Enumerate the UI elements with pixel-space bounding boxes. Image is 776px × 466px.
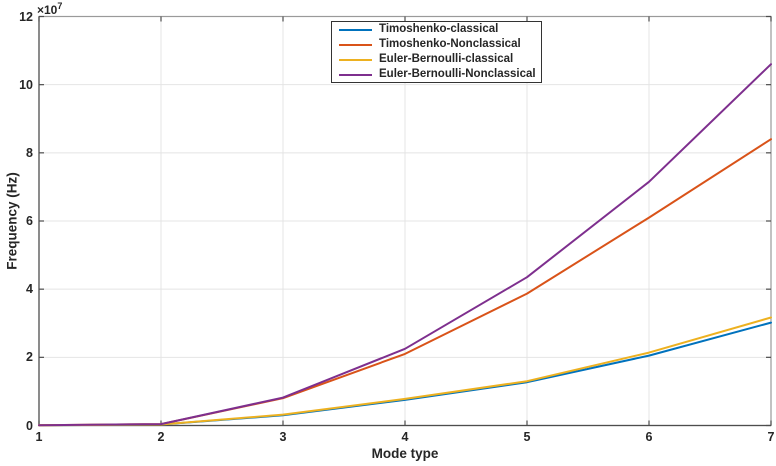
x-tick-label: 4 [401,430,409,444]
y-tick-label: 10 [19,77,33,92]
legend-swatch-timoshenko-nonclassical [339,43,372,46]
legend-label: Euler-Bernoulli-classical [379,52,514,65]
y-tick-label: 4 [26,281,33,296]
y-axis-scale-label: ×107 [37,1,63,17]
legend-swatch-timoshenko-classical [339,28,372,31]
legend-item-euler-bernoulli-nonclassical: Euler-Bernoulli-Nonclassical [339,67,541,82]
legend-label: Euler-Bernoulli-Nonclassical [379,67,536,80]
y-tick-label: 0 [26,418,33,433]
legend-swatch-euler-bernoulli-classical [339,58,372,61]
legend-item-euler-bernoulli-classical: Euler-Bernoulli-classical [339,52,541,67]
x-tick-label: 1 [35,430,43,444]
y-tick-label: 6 [26,213,33,228]
x-tick-label: 2 [157,430,165,444]
legend-item-timoshenko-classical: Timoshenko-classical [339,22,541,37]
legend-label: Timoshenko-classical [379,22,499,35]
series-line-euler-bernoulli-nonclassical [38,63,772,427]
chart-legend: Timoshenko-classical Timoshenko-Nonclassi… [331,21,542,83]
x-tick-label: 3 [279,430,287,444]
x-tick-label: 6 [645,430,653,444]
legend-label: Timoshenko-Nonclassical [379,37,521,50]
y-tick-label: 2 [26,350,33,365]
legend-swatch-euler-bernoulli-nonclassical [339,73,372,76]
y-tick-label: 8 [26,145,33,160]
x-axis-title: Mode type [371,446,439,461]
legend-item-timoshenko-nonclassical: Timoshenko-Nonclassical [339,37,541,52]
x-tick-label: 5 [523,430,531,444]
y-tick-label: 12 [19,9,33,24]
x-tick-label: 7 [767,430,775,444]
